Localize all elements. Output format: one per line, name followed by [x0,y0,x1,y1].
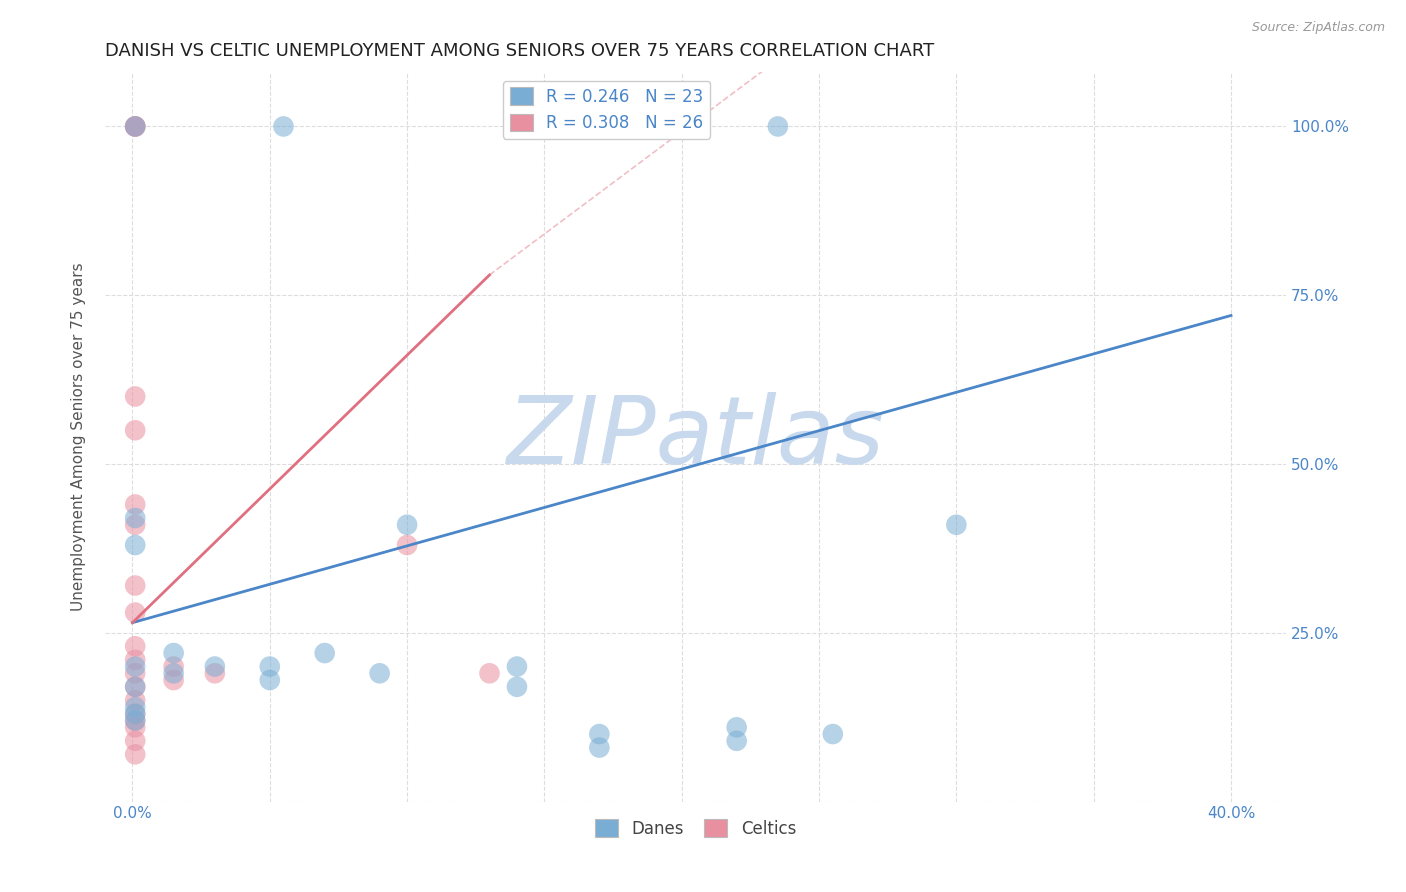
Text: Source: ZipAtlas.com: Source: ZipAtlas.com [1251,21,1385,34]
Point [124,423,146,437]
Point [124,538,146,552]
Point [124,120,146,134]
Point [124,720,146,734]
Point [259,659,281,673]
Point [945,517,967,532]
Legend: Danes, Celtics: Danes, Celtics [588,813,803,845]
Point [766,120,789,134]
Point [204,666,226,681]
Point [204,659,226,673]
Point [124,120,146,134]
Point [124,389,146,403]
Point [124,693,146,707]
Point [273,120,295,134]
Point [124,706,146,721]
Point [124,517,146,532]
Point [396,517,419,532]
Point [259,673,281,687]
Point [821,727,844,741]
Point [124,659,146,673]
Text: ZIPatlas: ZIPatlas [506,392,884,483]
Point [124,640,146,654]
Point [368,666,391,681]
Point [506,680,529,694]
Point [124,498,146,512]
Point [725,720,748,734]
Point [124,706,146,721]
Point [657,120,679,134]
Point [314,646,336,660]
Point [588,727,610,741]
Point [163,646,186,660]
Text: DANISH VS CELTIC UNEMPLOYMENT AMONG SENIORS OVER 75 YEARS CORRELATION CHART: DANISH VS CELTIC UNEMPLOYMENT AMONG SENI… [105,42,934,60]
Point [163,666,186,681]
Point [124,700,146,714]
Point [124,578,146,592]
Point [124,680,146,694]
Point [124,747,146,762]
Point [124,120,146,134]
Point [519,120,541,134]
Point [124,511,146,525]
Point [124,653,146,667]
Point [657,120,679,134]
Point [506,659,529,673]
Point [124,120,146,134]
Point [725,734,748,748]
Point [124,666,146,681]
Point [124,714,146,728]
Point [163,659,186,673]
Point [478,666,501,681]
Point [124,734,146,748]
Point [124,606,146,620]
Point [124,714,146,728]
Point [163,673,186,687]
Y-axis label: Unemployment Among Seniors over 75 years: Unemployment Among Seniors over 75 years [72,262,86,611]
Point [588,740,610,755]
Point [396,538,419,552]
Point [519,120,541,134]
Point [124,680,146,694]
